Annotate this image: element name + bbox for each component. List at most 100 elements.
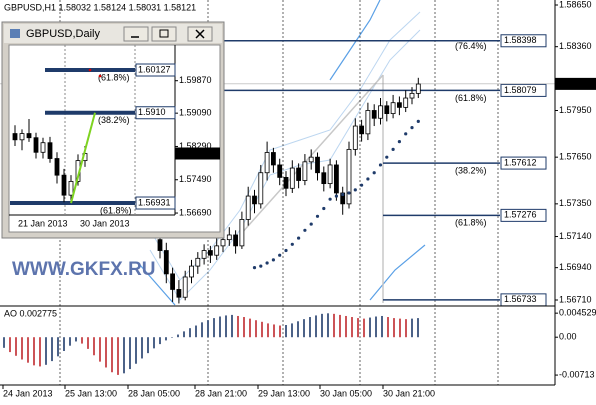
candle-body: [19, 133, 25, 141]
x-tick-label: 25 Jan 13:00: [65, 388, 117, 398]
marker-dot: [98, 74, 102, 78]
level-label-box: [135, 63, 176, 77]
sar-dot: [341, 192, 345, 197]
date-label: 21 Jan 2013: [18, 218, 68, 228]
candle-body: [245, 195, 251, 220]
sar-dot: [353, 188, 357, 192]
candle-body: [346, 148, 352, 205]
candle-body: [33, 137, 39, 153]
sar-dot: [271, 258, 275, 262]
candle-body: [321, 172, 327, 185]
sar-dot: [360, 183, 364, 187]
level-label: 1.57276: [504, 210, 537, 220]
daily-plot-area: [8, 44, 221, 233]
sar-dot: [328, 197, 332, 201]
candle-body: [239, 219, 245, 247]
level-percent: (76.4%): [455, 41, 487, 51]
y-tick-label: 1.58290: [179, 141, 212, 151]
y-tick-label: 1.57650: [559, 152, 592, 162]
current-price-label: 1.58121: [559, 78, 592, 88]
candle-body: [26, 133, 32, 139]
candle-body: [327, 164, 333, 185]
date-label: 30 Jan 2013: [80, 218, 130, 228]
level-label: 1.58079: [504, 85, 537, 95]
sar-dot: [259, 264, 263, 268]
candle-body: [68, 181, 74, 196]
x-tick-label: 28 Jan 21:00: [195, 388, 247, 398]
y-tick-label: 1.57950: [559, 105, 592, 115]
level-percent: (38.2%): [455, 165, 487, 175]
sar-dot: [309, 222, 313, 226]
envelope-bands: [139, 0, 426, 306]
x-tick-label: 29 Jan 13:00: [258, 388, 310, 398]
level-label-box: [135, 106, 176, 120]
candle-body: [415, 83, 421, 94]
candle-body: [333, 164, 339, 194]
level-label: 1.5910: [138, 107, 166, 117]
daily-window[interactable]: GBPUSD,Daily 1.59870 1.59090 1.58290 1.5749…: [1, 21, 225, 239]
level-label-box: [500, 34, 547, 48]
candle-body: [384, 105, 390, 114]
sar-dot: [315, 214, 320, 218]
candle-body: [289, 167, 295, 189]
y-tick-label: 1.56940: [559, 262, 592, 272]
x-tick-label: 28 Jan 05:00: [128, 388, 180, 398]
sar-dot: [290, 242, 294, 246]
level-label-box: [500, 156, 547, 170]
candle-body: [390, 102, 396, 114]
candle-body: [277, 164, 283, 178]
candle-body: [214, 245, 220, 256]
current-price-box: [175, 147, 220, 160]
candle-body: [302, 161, 308, 181]
chart-title: GBPUSD,H1 1.58032 1.58124 1.58031 1.5812…: [4, 2, 196, 12]
candle-body: [409, 92, 415, 99]
watermark: WWW.GKFX.RU: [12, 259, 156, 280]
sar-dot: [347, 191, 351, 195]
sar-dot: [410, 126, 414, 130]
y-tick-label: 1.57490: [179, 174, 212, 184]
candle-body: [220, 239, 226, 247]
candle-body: [226, 234, 232, 241]
candle-body: [12, 133, 18, 141]
candle-body: [270, 152, 276, 166]
candle-body: [352, 125, 358, 150]
sar-dot: [322, 206, 326, 211]
current-price-label: 1.58121: [179, 148, 212, 158]
level-percent: (38.2%): [98, 115, 130, 125]
candle-body: [283, 176, 289, 189]
y-tick-label: -0.00713: [559, 369, 595, 379]
sar-dot: [278, 253, 282, 257]
band-line: [149, 11, 421, 281]
current-price-box: [555, 77, 596, 90]
candle-body: [54, 158, 60, 176]
level-label-box: [135, 196, 176, 210]
candle-body: [264, 152, 270, 174]
level-label-box: [500, 83, 547, 97]
sar-dot: [391, 147, 395, 151]
sar-dot: [303, 228, 307, 232]
indicator-label: AO 0.002775: [4, 308, 57, 318]
maximize-button[interactable]: [151, 26, 177, 42]
candle-body: [315, 156, 320, 174]
sar-dot: [385, 155, 389, 159]
minimize-button[interactable]: [123, 26, 149, 42]
candle-body: [163, 250, 169, 275]
band-line: [329, 0, 381, 81]
y-tick-label: 1.58360: [559, 41, 592, 51]
level-label: 1.58398: [504, 35, 537, 45]
candle-body: [359, 125, 365, 135]
zigzag-line: [70, 112, 96, 204]
level-label: 1.57612: [504, 157, 537, 167]
candle-body: [182, 276, 188, 298]
level-percent: (61.8%): [98, 72, 130, 82]
candle-body: [195, 257, 201, 267]
level-label: 1.60127: [138, 64, 171, 74]
candle-body: [47, 142, 53, 159]
sar-dot: [297, 236, 301, 240]
close-glyph: [195, 29, 205, 39]
candle-body: [40, 142, 46, 153]
x-tick-label: 24 Jan 2013: [3, 388, 53, 398]
sar-dot: [284, 248, 288, 253]
y-tick-label: 1.56690: [179, 207, 212, 217]
